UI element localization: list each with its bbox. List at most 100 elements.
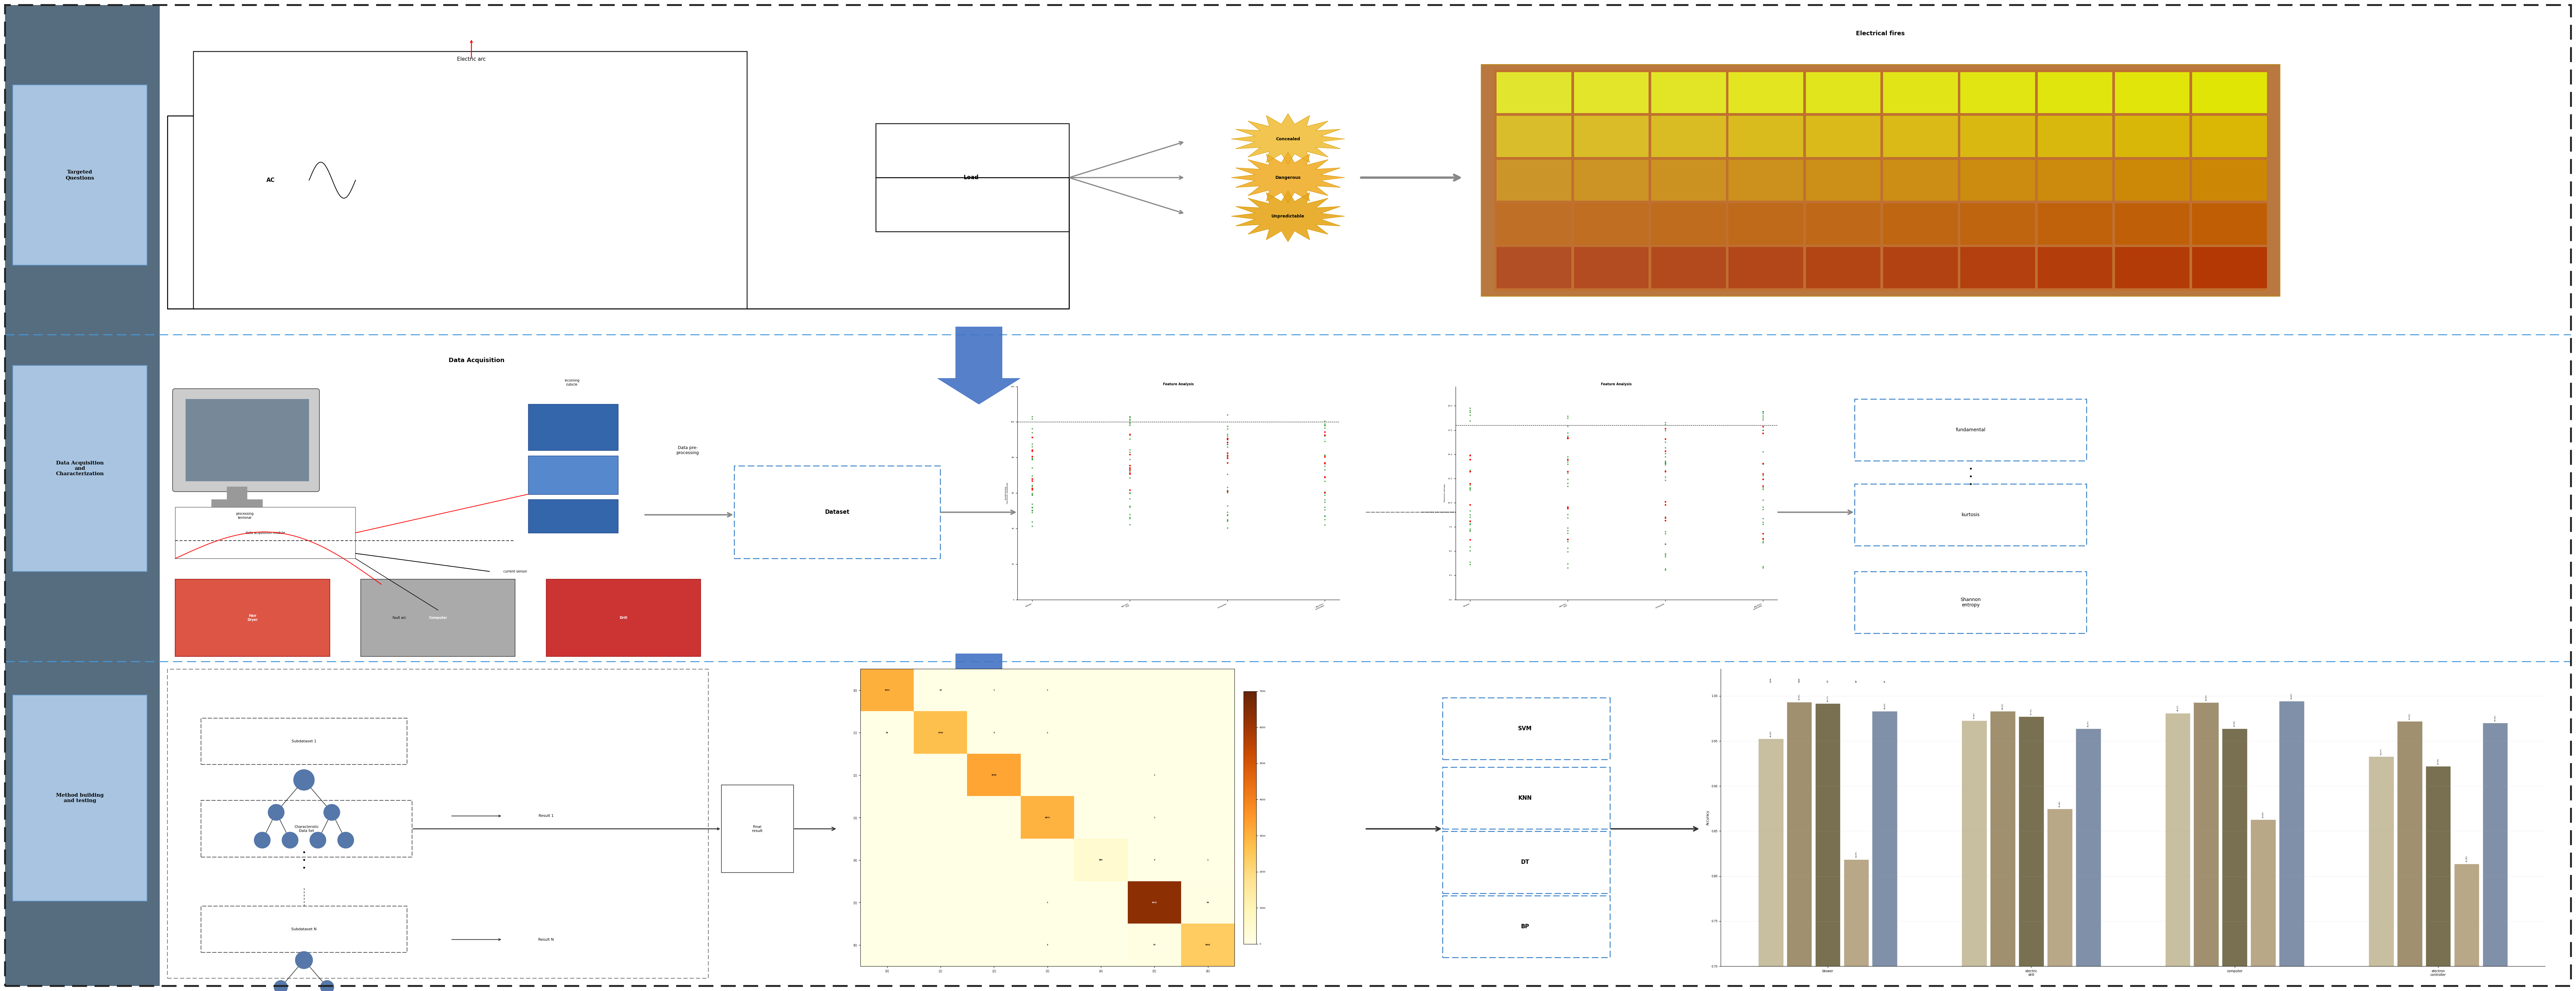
Point — [1450, 523, 1492, 539]
Point — [1110, 415, 1151, 431]
Bar — [2251, 820, 2275, 991]
Text: Subdataset N: Subdataset N — [291, 928, 317, 931]
Point — [1741, 471, 1783, 487]
Point — [1110, 408, 1151, 424]
Point — [1110, 412, 1151, 428]
Point — [1548, 506, 1589, 522]
Point — [1548, 410, 1589, 426]
Point — [1548, 531, 1589, 547]
Point — [1741, 425, 1783, 441]
Bar — [2076, 728, 2099, 991]
Point — [1741, 405, 1783, 421]
Point — [1110, 516, 1151, 532]
Point — [1110, 485, 1151, 500]
FancyBboxPatch shape — [1494, 69, 2267, 291]
Point — [1303, 424, 1345, 440]
Point — [1012, 429, 1054, 445]
Point — [1110, 462, 1151, 478]
FancyBboxPatch shape — [1443, 896, 1610, 957]
Bar — [1806, 160, 1880, 201]
Bar — [1844, 859, 1868, 991]
Point — [1548, 540, 1589, 556]
Point — [1303, 416, 1345, 432]
Point — [1012, 486, 1054, 501]
Text: fault arc: fault arc — [392, 616, 407, 619]
Point — [1450, 452, 1492, 468]
Point — [1303, 427, 1345, 443]
Point — [1548, 464, 1589, 480]
Point — [1012, 478, 1054, 494]
FancyBboxPatch shape — [167, 669, 708, 978]
Bar — [227, 487, 247, 501]
Text: Hair
Dryer: Hair Dryer — [247, 614, 258, 621]
Bar — [1574, 160, 1649, 201]
Point — [1303, 485, 1345, 500]
Point — [1643, 536, 1685, 552]
Point — [1303, 448, 1345, 464]
Point — [1303, 484, 1345, 499]
Point — [1643, 512, 1685, 528]
Text: Electric arc: Electric arc — [456, 56, 487, 61]
Bar — [2483, 723, 2506, 991]
Point — [1206, 436, 1247, 452]
Circle shape — [296, 951, 312, 969]
FancyBboxPatch shape — [361, 579, 515, 656]
Text: Subdataset 1: Subdataset 1 — [291, 739, 317, 743]
Bar — [2367, 756, 2393, 991]
FancyBboxPatch shape — [1443, 831, 1610, 893]
Point — [1643, 536, 1685, 552]
Point — [1303, 499, 1345, 515]
Bar — [1574, 203, 1649, 245]
Point — [1450, 413, 1492, 429]
Point — [1643, 434, 1685, 450]
FancyBboxPatch shape — [13, 366, 147, 572]
Point — [1012, 442, 1054, 458]
Point — [1303, 470, 1345, 486]
FancyBboxPatch shape — [734, 466, 940, 559]
FancyBboxPatch shape — [876, 124, 1069, 232]
FancyBboxPatch shape — [1443, 698, 1610, 759]
Text: kurtosis: kurtosis — [1960, 512, 1981, 517]
Point — [1012, 487, 1054, 502]
Point — [1450, 539, 1492, 555]
Bar — [1883, 116, 1958, 157]
Point — [1548, 408, 1589, 424]
Point — [1012, 502, 1054, 518]
Bar — [211, 499, 263, 507]
Point — [1741, 456, 1783, 472]
Bar — [2038, 203, 2112, 245]
Point — [1741, 403, 1783, 419]
Point — [1110, 461, 1151, 477]
Text: Result 1: Result 1 — [538, 815, 554, 818]
Bar — [1728, 116, 1803, 157]
Point — [1643, 454, 1685, 470]
Point — [1741, 456, 1783, 472]
Point — [1303, 449, 1345, 465]
Point — [1643, 509, 1685, 525]
Point — [1303, 455, 1345, 471]
Point — [1450, 407, 1492, 423]
Bar — [1759, 738, 1783, 991]
Point — [1012, 471, 1054, 487]
Bar — [1728, 203, 1803, 245]
Point — [1110, 426, 1151, 442]
Point — [1643, 549, 1685, 565]
Bar — [5, 662, 160, 986]
Point — [1548, 534, 1589, 550]
Point — [1548, 451, 1589, 467]
Point — [1012, 496, 1054, 512]
Bar — [1963, 720, 1986, 991]
Text: 480: 480 — [1100, 859, 1103, 861]
Point — [1206, 485, 1247, 500]
Point — [1548, 449, 1589, 465]
Point — [1643, 496, 1685, 512]
Bar — [2020, 716, 2043, 991]
Point — [1450, 476, 1492, 492]
Bar — [1728, 72, 1803, 113]
Point — [1206, 483, 1247, 498]
Title: Feature Analysis: Feature Analysis — [1602, 383, 1631, 385]
Point — [1741, 525, 1783, 541]
Text: AC: AC — [265, 177, 276, 183]
Point — [1741, 404, 1783, 420]
Point — [1206, 431, 1247, 447]
